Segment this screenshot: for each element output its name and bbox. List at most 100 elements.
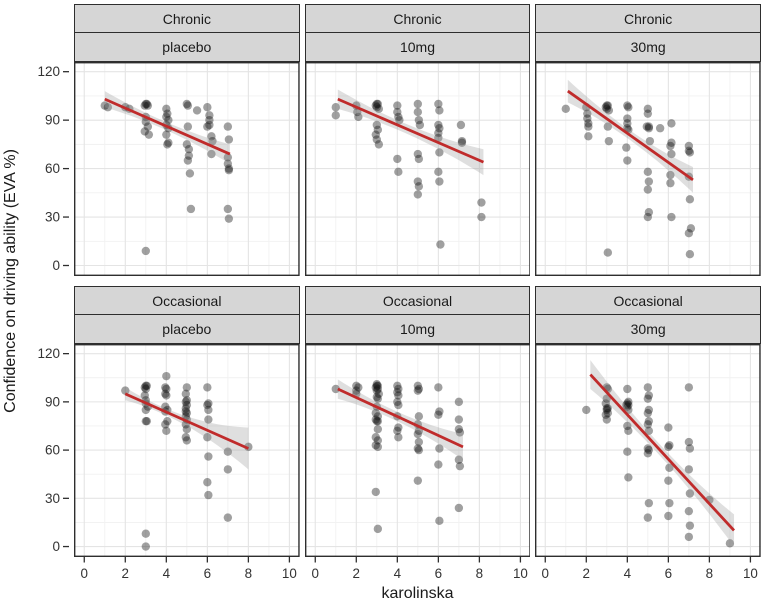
- data-point: [373, 436, 382, 445]
- data-point: [183, 101, 193, 110]
- y-axis-ticks-bottom: 0 30 60 90 120: [27, 344, 69, 557]
- data-point: [645, 426, 654, 436]
- data-point: [476, 198, 486, 207]
- data-point: [685, 146, 694, 156]
- panel-chronic-placebo: [74, 62, 300, 276]
- x-axis-col-3: 0 2 4 6 8 10: [535, 557, 761, 583]
- data-point: [373, 125, 382, 135]
- data-point: [141, 542, 150, 551]
- data-point: [162, 391, 171, 400]
- data-point: [664, 511, 673, 521]
- panel-border: [74, 344, 300, 557]
- data-point: [624, 473, 633, 482]
- data-point: [142, 416, 152, 426]
- panel-border: [304, 62, 531, 276]
- data-point: [643, 383, 653, 392]
- data-point: [433, 120, 443, 130]
- data-point: [351, 386, 361, 395]
- data-point: [140, 101, 149, 110]
- data-point: [584, 122, 593, 131]
- data-point: [457, 136, 466, 146]
- data-point: [184, 151, 194, 160]
- facet-strip-col-10mg: 10mg: [304, 313, 531, 344]
- data-point: [204, 399, 213, 408]
- data-point: [413, 386, 422, 395]
- y-axis-ticks-top: 0 30 60 90 120: [27, 62, 69, 276]
- panel-occasional-10mg: [304, 344, 531, 557]
- data-point: [643, 167, 653, 177]
- data-point: [140, 391, 149, 400]
- data-point: [602, 415, 612, 424]
- data-point: [645, 445, 654, 455]
- facet-strip-row-occasional: Occasional: [304, 286, 531, 315]
- data-point: [435, 240, 445, 249]
- data-point: [182, 425, 192, 434]
- data-point: [223, 465, 233, 474]
- data-point: [643, 420, 653, 429]
- data-point: [433, 410, 443, 419]
- data-point: [205, 115, 214, 125]
- panel-border: [535, 62, 761, 276]
- facet-strip-row-chronic: Chronic: [535, 4, 761, 33]
- data-point: [642, 122, 652, 131]
- data-point: [685, 229, 694, 238]
- x-tick-label: 4: [393, 566, 401, 581]
- data-point: [161, 420, 170, 429]
- data-point: [162, 112, 171, 122]
- data-point: [623, 402, 632, 411]
- data-point: [207, 132, 216, 141]
- data-point: [372, 386, 381, 395]
- data-point: [162, 426, 171, 436]
- data-point: [413, 107, 422, 117]
- data-point: [203, 478, 212, 487]
- x-tick-label: 8: [475, 566, 482, 581]
- data-point: [455, 428, 464, 437]
- data-point: [413, 381, 422, 390]
- panel-chronic-10mg-svg: [304, 62, 531, 276]
- y-tick-label: 0: [52, 258, 60, 273]
- data-point: [602, 404, 612, 413]
- facet-strip-row-occasional: Occasional: [74, 286, 300, 315]
- data-point: [645, 416, 654, 426]
- data-point: [393, 167, 403, 177]
- x-axis-col-2: 0 2 4 6 8 10: [305, 557, 531, 583]
- data-point: [371, 487, 380, 497]
- data-point: [643, 212, 653, 222]
- x-tick-label: 4: [624, 566, 632, 581]
- x-axis-col-1-svg: 0 2 4 6 8 10: [81, 557, 297, 581]
- data-point: [643, 449, 653, 458]
- data-point: [414, 445, 423, 455]
- data-point: [603, 408, 613, 418]
- x-tick-label: 8: [245, 566, 252, 581]
- x-tick-label: 8: [706, 566, 713, 581]
- data-point: [686, 195, 695, 204]
- data-point: [623, 447, 632, 456]
- data-point: [685, 141, 694, 151]
- facet-strip-col-30mg: 30mg: [535, 313, 761, 344]
- data-point: [372, 392, 381, 402]
- data-point: [665, 441, 674, 450]
- data-point: [181, 407, 190, 416]
- data-point: [414, 384, 423, 394]
- data-point: [603, 101, 613, 110]
- data-points: [561, 101, 696, 259]
- data-point: [667, 119, 676, 128]
- data-point: [142, 99, 152, 109]
- data-point: [163, 140, 172, 149]
- panel-chronic-10mg: [304, 62, 531, 276]
- data-point: [624, 426, 633, 436]
- data-point: [374, 104, 383, 114]
- data-point: [100, 101, 109, 110]
- x-tick-label: 4: [163, 566, 171, 581]
- data-point: [162, 371, 171, 381]
- data-point: [162, 104, 171, 114]
- data-point: [583, 109, 592, 118]
- data-point: [161, 389, 170, 399]
- data-point: [393, 433, 403, 442]
- data-point: [163, 416, 172, 426]
- data-point: [223, 159, 233, 168]
- data-point: [143, 101, 153, 110]
- data-point: [454, 503, 463, 513]
- x-tick-label: 6: [204, 566, 211, 581]
- x-tick-label: 0: [311, 566, 318, 581]
